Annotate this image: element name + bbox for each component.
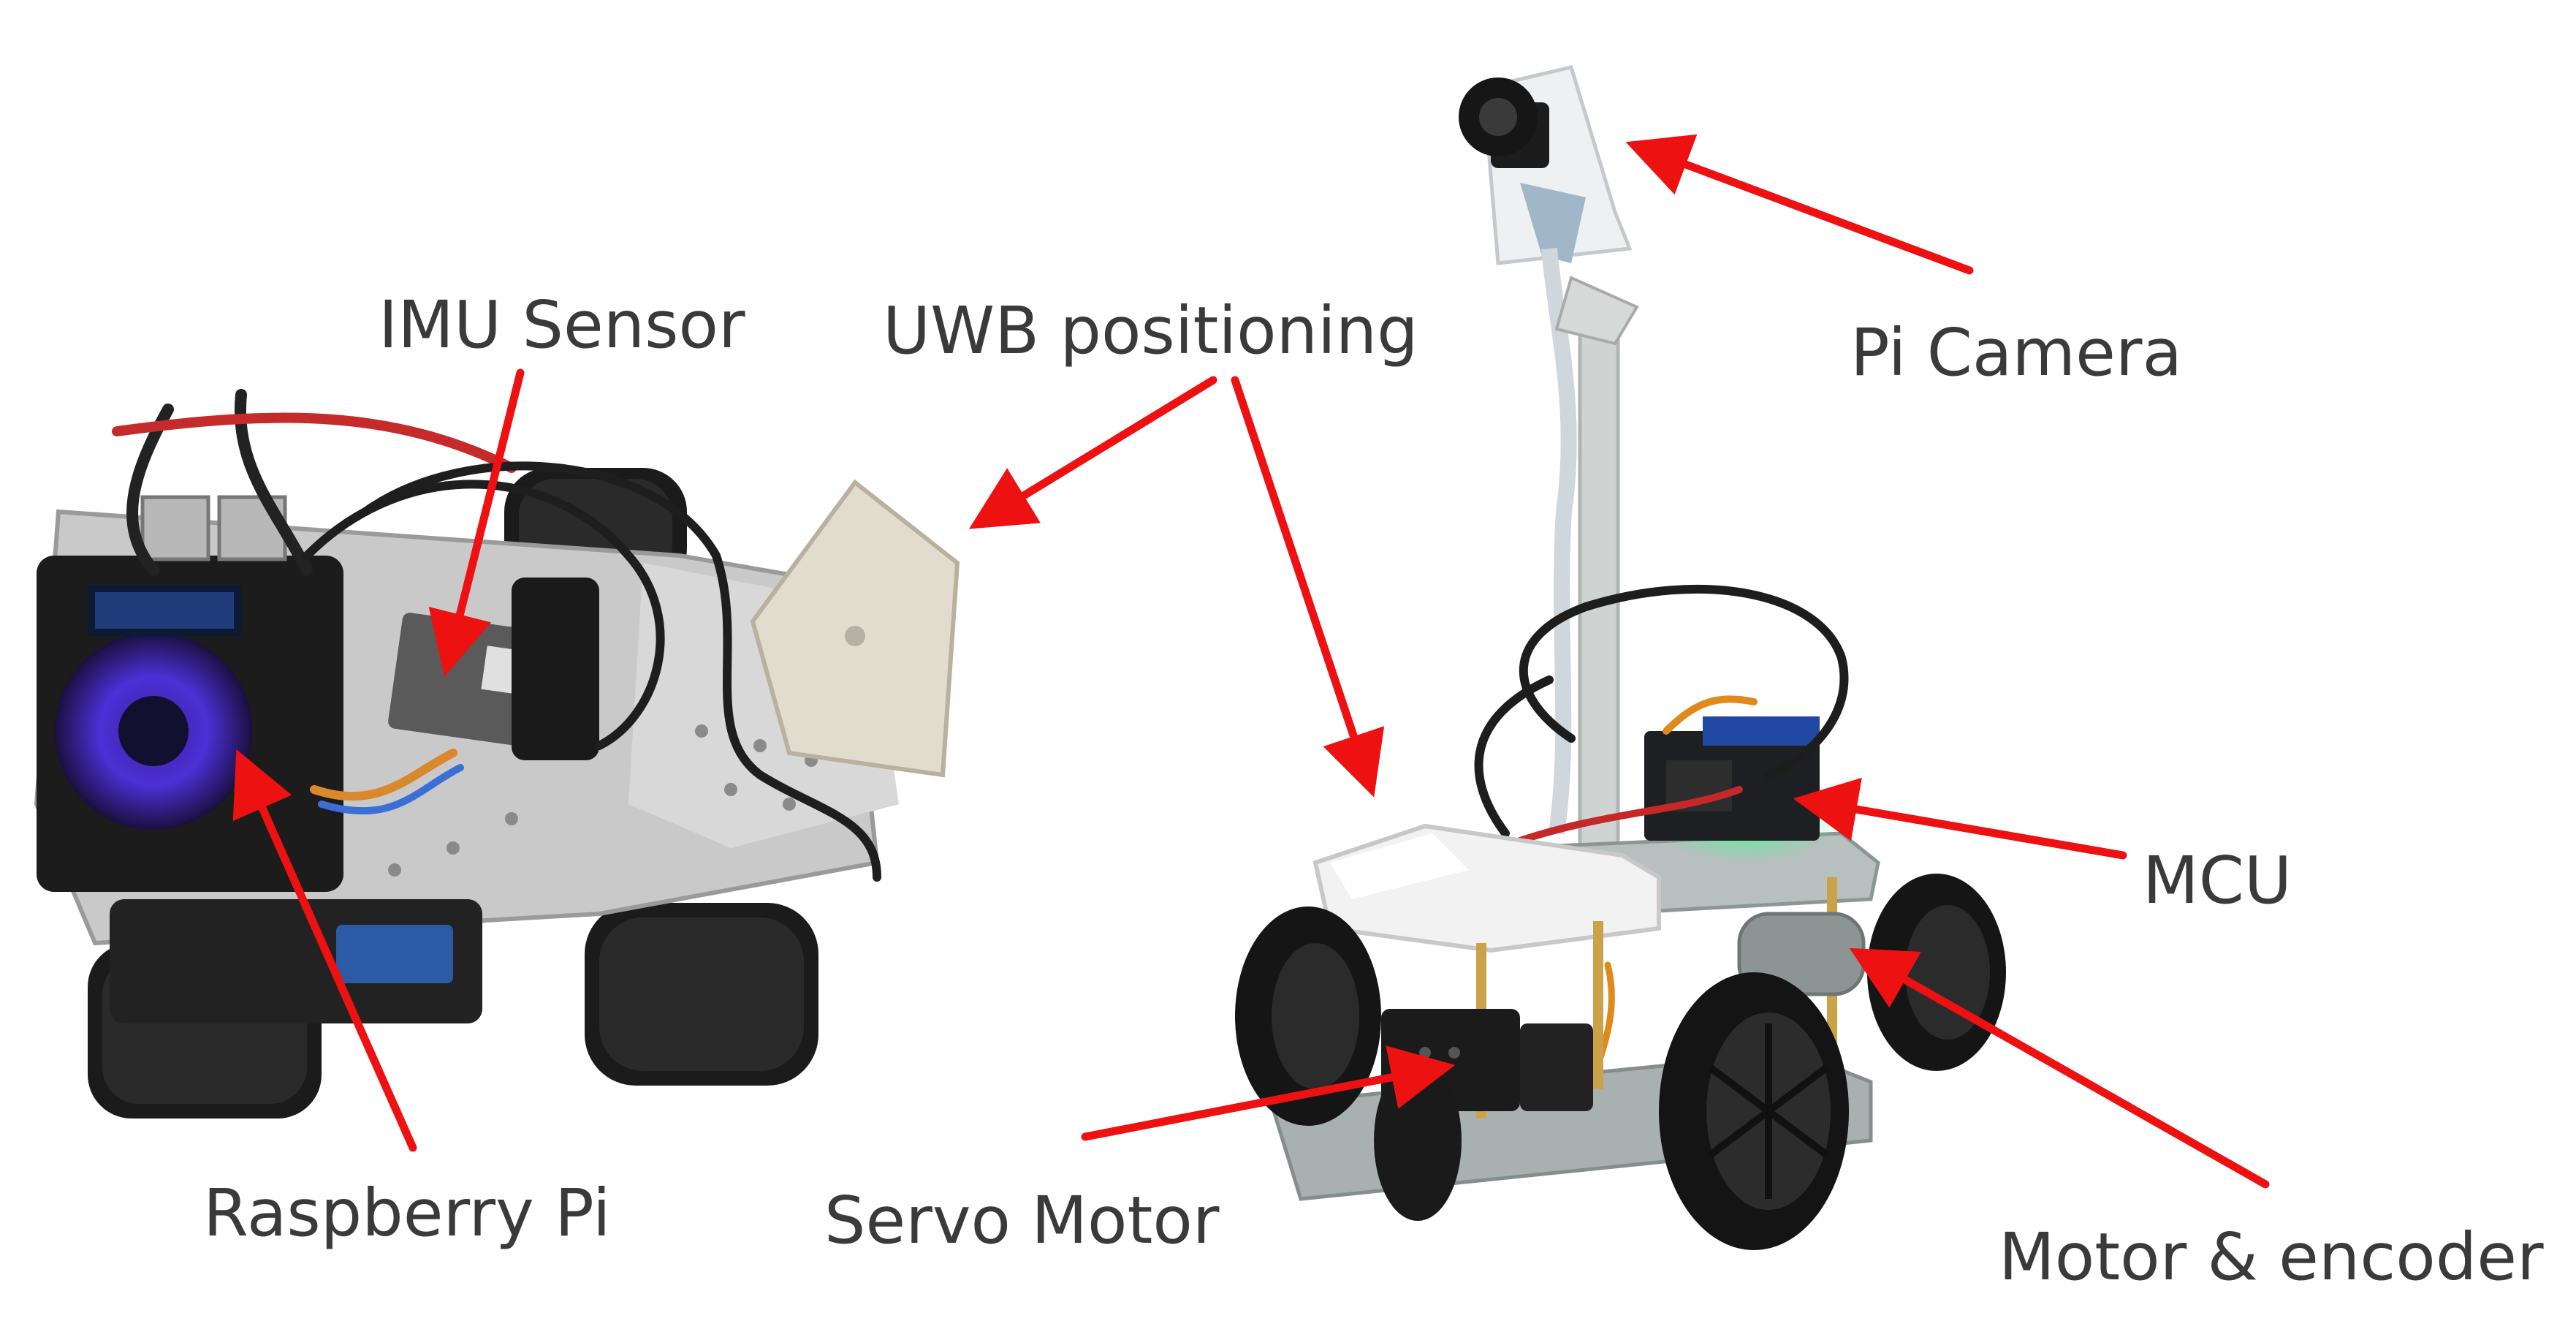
right-robot-uwb-module xyxy=(1312,823,1661,953)
right-robot-mcu-board xyxy=(1644,716,1820,841)
label-raspberry-pi: Raspberry Pi xyxy=(203,1175,611,1251)
label-pi-camera: Pi Camera xyxy=(1850,314,2182,390)
arrow-raspberry-pi xyxy=(232,749,417,1152)
arrow-pi-camera xyxy=(1625,134,1974,275)
right-robot-ribbon-cable xyxy=(1541,248,1577,835)
right-robot-cables xyxy=(1474,584,1849,1129)
label-imu-sensor: IMU Sensor xyxy=(379,287,745,363)
arrow-imu-sensor xyxy=(428,368,525,678)
label-mcu: MCU xyxy=(2143,842,2292,918)
arrow-mcu xyxy=(1793,777,2127,860)
arrow-motor-encoder xyxy=(1849,947,2270,1189)
right-robot-wheel-front-right xyxy=(1659,972,1849,1250)
left-robot-wheel-front-right xyxy=(585,903,818,1086)
right-robot-pi-camera xyxy=(1459,65,1633,265)
arrow-uwb-right xyxy=(1231,376,1385,798)
left-robot-uwb-module xyxy=(750,479,960,778)
label-servo-motor: Servo Motor xyxy=(824,1182,1220,1258)
right-robot-mast xyxy=(1578,312,1620,872)
left-robot-photo xyxy=(34,389,960,1119)
right-robot-photo xyxy=(1235,65,2006,1250)
label-motor-encoder: Motor & encoder xyxy=(1999,1219,2544,1295)
arrow-servo-motor xyxy=(1081,1045,1456,1141)
left-robot-cables xyxy=(112,389,881,882)
arrow-uwb-left xyxy=(968,376,1217,529)
right-robot-wheel-rear-left xyxy=(1235,906,1381,1126)
label-uwb-positioning: UWB positioning xyxy=(883,292,1418,368)
right-robot-wheel-front-left xyxy=(1374,1060,1462,1221)
left-robot-bracket xyxy=(512,578,599,760)
